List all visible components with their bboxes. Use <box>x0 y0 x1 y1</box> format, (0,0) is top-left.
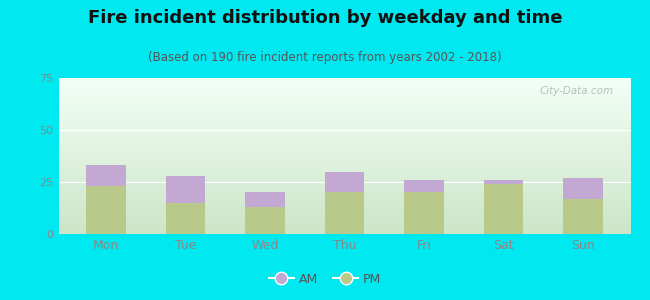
Legend: AM, PM: AM, PM <box>264 268 386 291</box>
Text: City-Data.com: City-Data.com <box>540 86 614 96</box>
Text: (Based on 190 fire incident reports from years 2002 - 2018): (Based on 190 fire incident reports from… <box>148 51 502 64</box>
Bar <box>563 178 603 199</box>
Bar <box>484 180 523 184</box>
Bar <box>563 199 603 234</box>
Bar <box>166 203 205 234</box>
Text: Fire incident distribution by weekday and time: Fire incident distribution by weekday an… <box>88 9 562 27</box>
Bar <box>86 165 126 186</box>
Bar <box>245 192 285 207</box>
Bar <box>324 192 365 234</box>
Bar <box>484 184 523 234</box>
Bar <box>324 172 365 192</box>
Bar <box>404 180 444 192</box>
Bar <box>86 186 126 234</box>
Bar <box>166 176 205 203</box>
Bar <box>245 207 285 234</box>
Bar <box>404 192 444 234</box>
